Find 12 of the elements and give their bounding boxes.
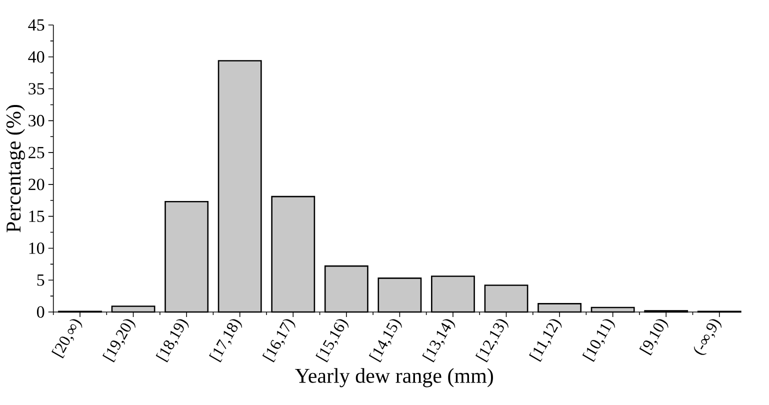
y-tick-label: 10 xyxy=(29,242,44,254)
y-tick-label: 25 xyxy=(28,146,44,158)
y-axis-title: Percentage (%) xyxy=(6,105,25,232)
y-tick-label: 5 xyxy=(37,274,44,286)
y-tick-label: 15 xyxy=(29,210,44,222)
y-tick-label: 45 xyxy=(28,19,44,31)
y-tick-label: 20 xyxy=(28,178,44,190)
x-axis-title: Yearly dew range (mm) xyxy=(295,368,493,388)
y-tick-label: 30 xyxy=(28,114,44,126)
y-tick-label: 40 xyxy=(28,51,44,63)
y-tick-label: 35 xyxy=(28,83,44,94)
y-tick-label: 0 xyxy=(36,306,44,318)
